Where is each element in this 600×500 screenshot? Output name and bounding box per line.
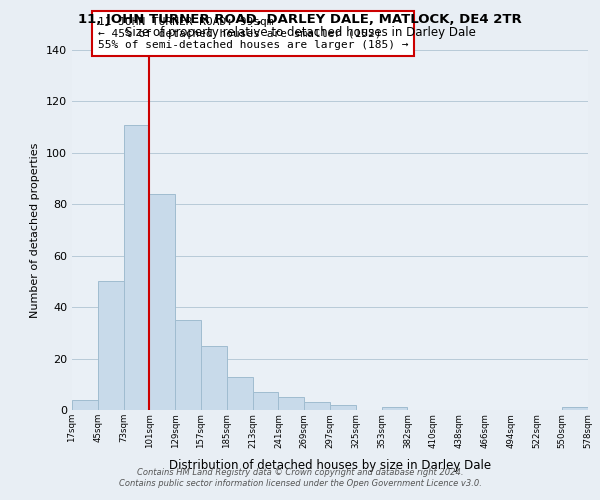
Bar — [124, 124, 149, 410]
Text: Contains HM Land Registry data © Crown copyright and database right 2024.
Contai: Contains HM Land Registry data © Crown c… — [119, 468, 481, 487]
Bar — [201, 346, 227, 410]
Bar — [382, 408, 407, 410]
Bar — [304, 402, 330, 410]
Text: Size of property relative to detached houses in Darley Dale: Size of property relative to detached ho… — [125, 26, 475, 39]
Bar — [330, 405, 356, 410]
Bar — [253, 392, 278, 410]
Bar — [98, 282, 124, 410]
Bar — [149, 194, 175, 410]
X-axis label: Distribution of detached houses by size in Darley Dale: Distribution of detached houses by size … — [169, 459, 491, 472]
Text: 11 JOHN TURNER ROAD: 99sqm
← 45% of detached houses are smaller (152)
55% of sem: 11 JOHN TURNER ROAD: 99sqm ← 45% of deta… — [98, 17, 409, 50]
Bar — [175, 320, 201, 410]
Bar — [278, 397, 304, 410]
Y-axis label: Number of detached properties: Number of detached properties — [31, 142, 40, 318]
Bar — [562, 408, 588, 410]
Text: 11, JOHN TURNER ROAD, DARLEY DALE, MATLOCK, DE4 2TR: 11, JOHN TURNER ROAD, DARLEY DALE, MATLO… — [78, 12, 522, 26]
Bar — [72, 400, 98, 410]
Bar — [227, 376, 253, 410]
